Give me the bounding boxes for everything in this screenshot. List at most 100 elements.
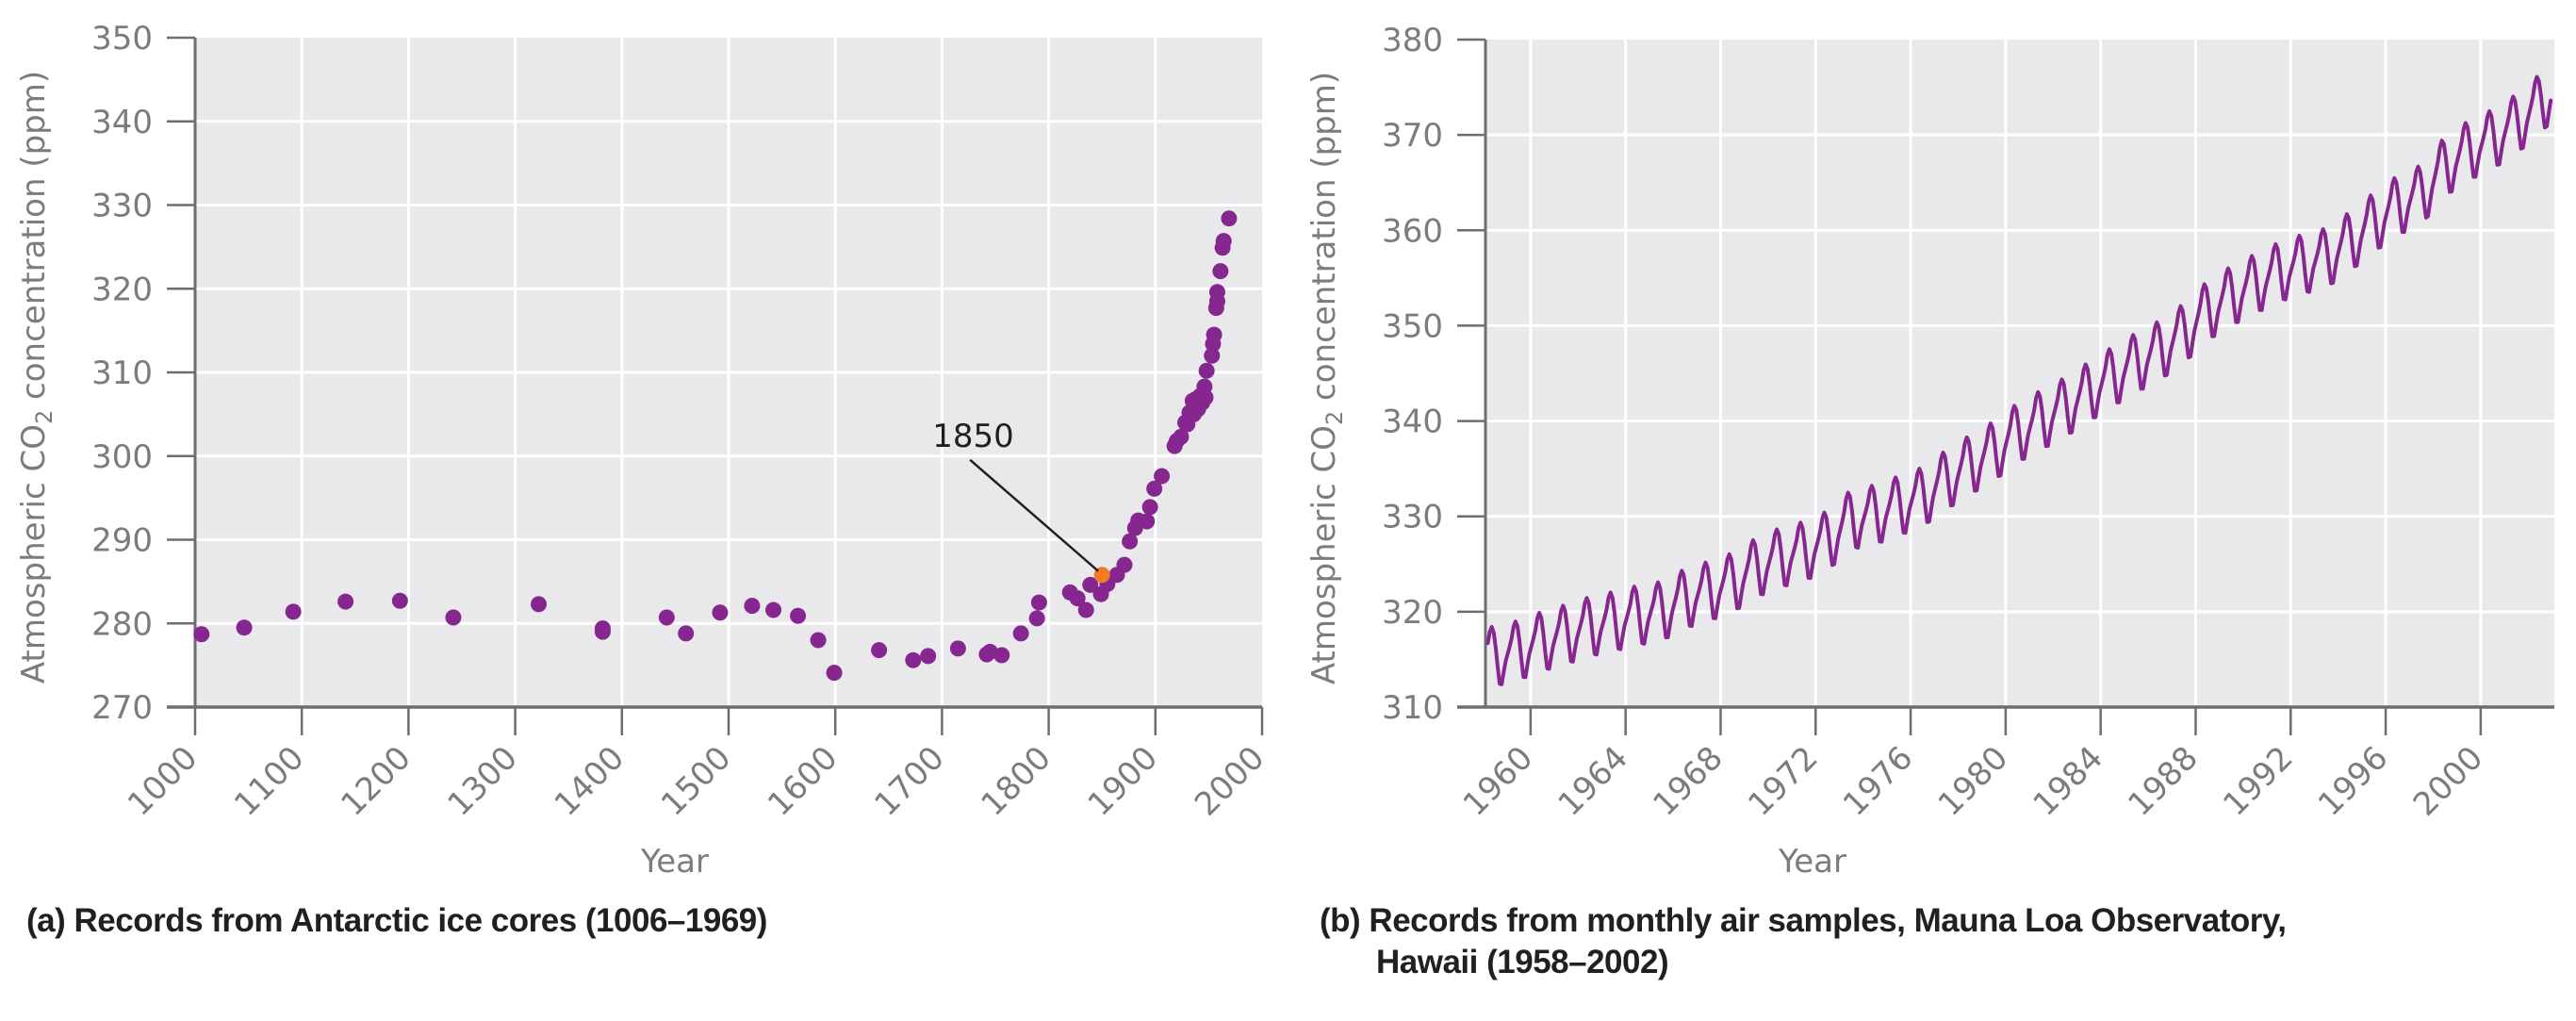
y-tick-label: 320	[1382, 594, 1443, 632]
x-tick-label: 1980	[1931, 739, 2015, 823]
x-tick-label: 1100	[227, 739, 311, 823]
data-point	[905, 651, 922, 668]
data-point	[810, 632, 827, 649]
chart-a-gridlines	[195, 38, 1262, 707]
chart-b-caption-line2: Hawaii (1958–2002)	[1376, 944, 1669, 980]
data-point	[1116, 556, 1133, 573]
y-tick-label: 330	[91, 188, 153, 225]
chart-a-ice-cores: 270 280 290 300 310 320 330 340 350 1000 1100 1200…	[15, 20, 1272, 881]
x-tick-label: 1968	[1646, 739, 1730, 823]
data-point	[871, 642, 888, 659]
y-tick-label: 320	[91, 271, 153, 308]
chart-b-x-axis-title: Year	[1778, 843, 1846, 881]
data-point	[1082, 576, 1099, 593]
chart-b-y-axis-title: Atmospheric CO2 concentration (ppm)	[1305, 72, 1348, 684]
chart-a-caption: (a) Records from Antarctic ice cores (10…	[26, 902, 767, 939]
chart-b-plot-area	[1485, 40, 2554, 707]
x-tick-label: 1992	[2216, 739, 2300, 823]
data-point	[1139, 513, 1156, 530]
x-tick-label: 1900	[1081, 739, 1165, 823]
y-title-subscript: 2	[1321, 411, 1348, 425]
data-point	[744, 598, 761, 615]
x-tick-label: 1300	[440, 739, 524, 823]
data-point	[826, 665, 843, 682]
chart-a-x-axis-title: Year	[640, 843, 709, 881]
data-point	[712, 604, 729, 621]
annotation-leader-line	[969, 458, 1100, 572]
data-point	[790, 607, 807, 624]
data-point	[1069, 590, 1086, 607]
data-point	[1198, 362, 1215, 379]
chart-b-caption-line1: (b) Records from monthly air samples, Ma…	[1320, 902, 2287, 939]
y-tick-label: 380	[1382, 22, 1443, 59]
y-title-prefix: Atmospheric CO	[1305, 425, 1343, 684]
x-tick-label: 1988	[2121, 739, 2205, 823]
x-tick-label: 1200	[334, 739, 418, 823]
chart-b-y-tick-labels: 310 320 330 340 350 360 370 380	[1382, 22, 1443, 727]
y-tick-label: 280	[91, 605, 153, 643]
data-point	[1173, 428, 1190, 445]
data-point	[1146, 480, 1163, 497]
x-tick-label: 1976	[1836, 739, 1920, 823]
x-tick-label: 1964	[1551, 739, 1635, 823]
x-tick-label: 1000	[121, 739, 205, 823]
data-point	[1212, 263, 1229, 280]
x-tick-label: 1600	[761, 739, 845, 823]
data-point	[1204, 347, 1221, 364]
data-point	[594, 623, 611, 640]
x-tick-label: 2000	[1188, 739, 1272, 823]
data-point	[531, 596, 548, 613]
chart-a-y-axis-title: Atmospheric CO2 concentration (ppm)	[15, 71, 57, 683]
chart-a-axes	[167, 36, 1264, 735]
chart-b-gridlines	[1485, 40, 2554, 707]
data-point	[391, 592, 408, 609]
y-title-suffix: concentration (ppm)	[1305, 72, 1343, 411]
x-tick-label: 1984	[2026, 739, 2110, 823]
data-point	[993, 647, 1010, 664]
y-tick-label: 310	[91, 354, 153, 392]
x-tick-label: 1960	[1456, 739, 1540, 823]
chart-a-y-tick-labels: 270 280 290 300 310 320 330 340 350	[91, 20, 153, 727]
chart-b-caption: (b) Records from monthly air samples, Ma…	[1320, 900, 2287, 983]
data-point	[337, 593, 354, 610]
data-point	[1141, 499, 1158, 516]
data-point	[1197, 389, 1214, 406]
x-tick-label: 1400	[548, 739, 632, 823]
chart-b-co2-monthly-line	[1485, 74, 2553, 686]
x-tick-label: 1996	[2311, 739, 2395, 823]
data-point	[678, 625, 695, 642]
data-point	[1012, 625, 1029, 642]
y-title-subscript: 2	[31, 410, 57, 424]
y-tick-label: 300	[91, 438, 153, 476]
data-point	[1154, 468, 1171, 485]
data-point	[949, 640, 966, 657]
y-tick-label: 310	[1382, 689, 1443, 727]
data-point	[1028, 610, 1045, 627]
data-point	[1206, 326, 1222, 343]
chart-a-x-tick-labels: 1000 1100 1200 1300 1400 1500 1600 1700 1800 1900…	[121, 739, 1272, 823]
data-point	[1077, 601, 1094, 618]
x-tick-label: 1972	[1741, 739, 1825, 823]
data-point	[658, 609, 675, 626]
data-point	[1215, 233, 1232, 250]
data-point	[445, 609, 462, 626]
y-tick-label: 340	[1382, 403, 1443, 441]
data-point	[1208, 284, 1225, 301]
x-tick-label: 1500	[654, 739, 738, 823]
y-tick-label: 360	[1382, 212, 1443, 250]
y-tick-label: 290	[91, 522, 153, 560]
chart-b-axes	[1457, 38, 2554, 735]
y-tick-label: 350	[1382, 307, 1443, 345]
chart-a-data-points	[193, 210, 1238, 682]
data-point	[1221, 210, 1238, 227]
x-tick-label: 2000	[2406, 739, 2490, 823]
y-tick-label: 270	[91, 689, 153, 727]
data-point	[765, 601, 782, 618]
data-point	[920, 648, 937, 665]
y-tick-label: 330	[1382, 499, 1443, 536]
data-point	[1030, 594, 1047, 611]
y-tick-label: 340	[91, 104, 153, 141]
y-title-suffix: concentration (ppm)	[15, 71, 53, 410]
